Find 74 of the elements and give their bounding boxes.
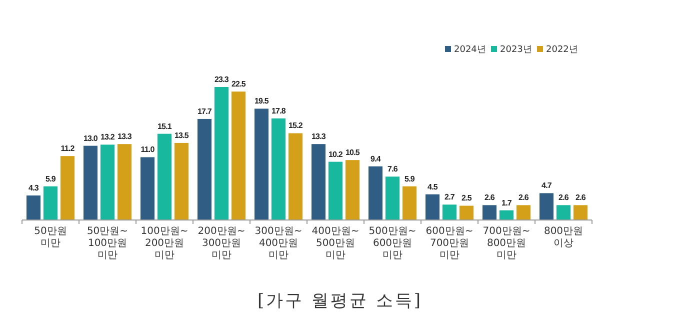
data-label: 15.1 (158, 122, 172, 131)
data-label: 17.8 (272, 106, 286, 116)
data-label: 7.6 (388, 164, 398, 174)
bar (460, 206, 474, 220)
data-label: 2.6 (576, 193, 586, 202)
bar (174, 142, 188, 220)
bar (118, 144, 132, 220)
data-label: 13.0 (84, 134, 98, 143)
data-label: 2.6 (558, 193, 570, 202)
data-label: 2.5 (462, 194, 472, 203)
bar (574, 205, 588, 220)
bar (500, 210, 514, 220)
data-label: 5.9 (46, 174, 56, 184)
data-label: 10.5 (346, 148, 360, 158)
x-tick-label: 800만원 이상 (544, 226, 584, 249)
data-label: 13.2 (100, 132, 116, 142)
data-label: 2.6 (518, 193, 530, 202)
legend-label: 2022년 (546, 45, 578, 55)
x-tick-label: 100만원~ 200만원 미만 (140, 226, 188, 261)
bar (254, 108, 268, 220)
data-label: 2.6 (484, 193, 496, 202)
data-label: 13.3 (118, 132, 132, 142)
bar (402, 186, 416, 220)
bar (26, 195, 40, 220)
bar (60, 156, 74, 220)
x-tick-label: 400만원~ 500만원 미만 (312, 226, 360, 261)
x-tick-label: 700만원~ 800만원 미만 (482, 226, 530, 261)
bar (368, 166, 382, 220)
x-tick-label: 200만원~ 300만원 미만 (198, 226, 246, 261)
bar (272, 118, 286, 220)
data-label: 17.7 (198, 106, 212, 116)
bar (44, 186, 58, 220)
data-label: 4.5 (428, 182, 438, 192)
data-label: 15.2 (288, 121, 304, 130)
bar (84, 146, 98, 220)
bar (516, 205, 530, 220)
legend-label: 2023년 (500, 45, 532, 55)
data-label: 11.2 (60, 144, 76, 154)
bar (288, 133, 302, 220)
bar (312, 144, 326, 220)
bar (386, 176, 400, 220)
data-label: 5.9 (404, 174, 416, 184)
x-tick-label: 600만원~ 700만원 미만 (426, 226, 474, 261)
x-tick-label: 300만원~ 400만원 미만 (254, 226, 302, 261)
data-label: 10.2 (328, 150, 344, 159)
bar (540, 193, 554, 220)
data-label: 1.7 (502, 198, 512, 208)
data-label: 23.3 (214, 75, 230, 84)
bar (232, 92, 246, 220)
bar (100, 144, 114, 220)
bar (214, 87, 228, 220)
data-label: 13.5 (174, 130, 190, 140)
bar (482, 205, 496, 220)
data-label: 9.4 (370, 154, 382, 164)
bar (140, 157, 154, 220)
bar (158, 134, 172, 220)
data-label: 4.3 (28, 183, 40, 192)
bar (556, 205, 570, 220)
bar (198, 118, 212, 220)
legend-label: 2024년 (454, 45, 486, 55)
text: [가구 월평균 소득] (257, 291, 423, 311)
data-label: 2.7 (444, 192, 456, 202)
x-tick-label: 50만원~ 100만원 미만 (86, 226, 128, 261)
data-label: 4.7 (542, 181, 552, 190)
data-label: 19.5 (254, 96, 270, 106)
x-tick-label: 500만원~ 600만원 미만 (368, 226, 416, 261)
bar (346, 160, 360, 220)
data-label: 13.3 (312, 132, 326, 142)
data-label: 11.0 (140, 145, 156, 154)
bar (442, 204, 456, 220)
x-tick-label: 50만원 미만 (34, 226, 67, 249)
bar (328, 162, 342, 220)
bar (426, 194, 440, 220)
data-label: 22.5 (232, 80, 246, 89)
